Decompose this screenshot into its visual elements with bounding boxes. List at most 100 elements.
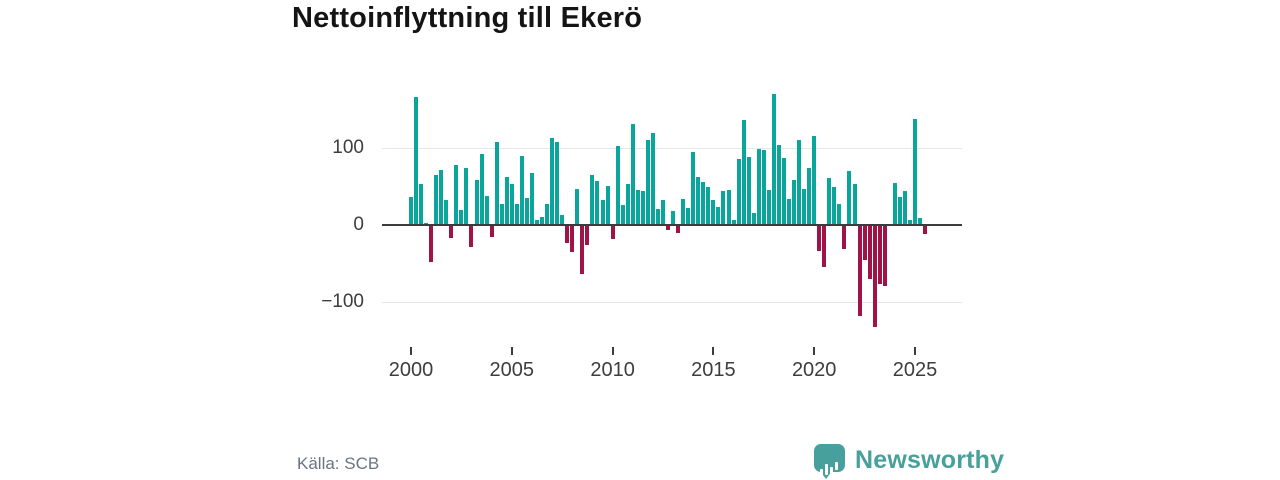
bar <box>676 225 681 233</box>
x-axis-tick <box>813 347 816 355</box>
bar <box>701 181 706 225</box>
bar <box>454 164 459 225</box>
y-tick-label: 0 <box>353 214 364 235</box>
bar <box>797 140 802 225</box>
bar <box>731 220 736 225</box>
bar <box>862 225 867 261</box>
zero-axis-line <box>382 224 962 226</box>
bar <box>434 174 439 225</box>
bar <box>620 204 625 225</box>
bar <box>892 183 897 225</box>
y-tick-label: 100 <box>332 137 364 158</box>
bar <box>897 196 902 225</box>
bar <box>550 137 555 225</box>
bar <box>409 196 413 225</box>
bar <box>645 139 650 225</box>
bar <box>640 191 645 225</box>
bar <box>907 220 912 225</box>
x-tick-label: 2020 <box>791 359 837 381</box>
bar <box>610 225 615 239</box>
logo-exclamation-icon <box>835 462 838 470</box>
bar <box>524 198 529 225</box>
bar <box>469 225 474 248</box>
bar <box>781 158 786 225</box>
bar <box>711 199 716 225</box>
bar <box>842 225 847 249</box>
bar <box>766 190 771 225</box>
bar <box>655 208 660 225</box>
bar <box>600 199 605 225</box>
speech-bubble-icon <box>814 444 845 472</box>
bar <box>706 187 711 225</box>
bar <box>857 225 862 316</box>
bar <box>691 151 696 225</box>
bar <box>479 154 484 225</box>
bar <box>832 187 837 225</box>
x-tick-label: 2010 <box>590 359 635 381</box>
bar <box>812 135 817 225</box>
bar <box>630 124 635 225</box>
source-label: Källa: SCB <box>297 454 380 473</box>
speech-bubble-tail <box>820 471 832 479</box>
bar <box>509 184 514 225</box>
x-axis-tick <box>410 347 412 355</box>
bar <box>429 225 434 262</box>
y-tick-label: −100 <box>321 291 364 312</box>
bar <box>605 185 610 225</box>
bar <box>867 225 872 279</box>
bar <box>459 210 464 225</box>
bar <box>545 204 550 225</box>
bar <box>439 170 444 225</box>
bar <box>761 150 766 225</box>
bar <box>756 148 761 225</box>
bar <box>802 188 807 225</box>
bar <box>560 214 565 225</box>
logo-bar-icon <box>820 469 823 475</box>
newsworthy-wordmark: Newsworthy <box>855 446 1005 474</box>
bar <box>661 199 665 225</box>
bar <box>726 189 731 225</box>
logo-bar-icon <box>830 467 833 475</box>
bar <box>923 225 928 235</box>
bar <box>535 220 539 225</box>
bar <box>464 168 469 225</box>
bar <box>414 97 419 225</box>
bar <box>721 191 726 225</box>
x-tick-label: 2005 <box>489 359 535 381</box>
bar <box>499 204 504 225</box>
bar <box>514 204 519 225</box>
bar <box>419 184 424 225</box>
bar <box>449 225 454 239</box>
bar <box>575 188 580 225</box>
bar <box>570 225 575 252</box>
newsworthy-logo-icon <box>814 444 845 480</box>
bar <box>529 172 534 225</box>
logo-bar-icon <box>825 464 828 475</box>
bar <box>666 225 671 231</box>
bar <box>696 177 701 225</box>
newsworthy-logo[interactable]: Newsworthy <box>812 442 1005 480</box>
bar <box>595 181 600 225</box>
bar <box>872 225 877 328</box>
x-axis-tick <box>510 347 513 355</box>
bar <box>716 206 721 225</box>
bar <box>852 184 857 225</box>
x-tick-label: 2015 <box>691 359 736 381</box>
bar <box>751 212 756 225</box>
bar <box>736 158 741 225</box>
bar <box>585 225 590 246</box>
y-gridline <box>382 148 962 149</box>
y-gridline <box>382 302 962 303</box>
x-tick-label: 2025 <box>892 359 938 381</box>
bar <box>827 178 832 225</box>
bar <box>686 208 691 225</box>
bar <box>913 118 917 225</box>
bar <box>590 174 595 225</box>
logo-exclamation-dot <box>835 472 838 475</box>
chart-title: Nettoinflyttning till Ekerö <box>292 2 643 34</box>
bar <box>625 184 630 225</box>
bar <box>504 177 509 225</box>
bar <box>776 144 781 225</box>
bar <box>580 225 585 274</box>
